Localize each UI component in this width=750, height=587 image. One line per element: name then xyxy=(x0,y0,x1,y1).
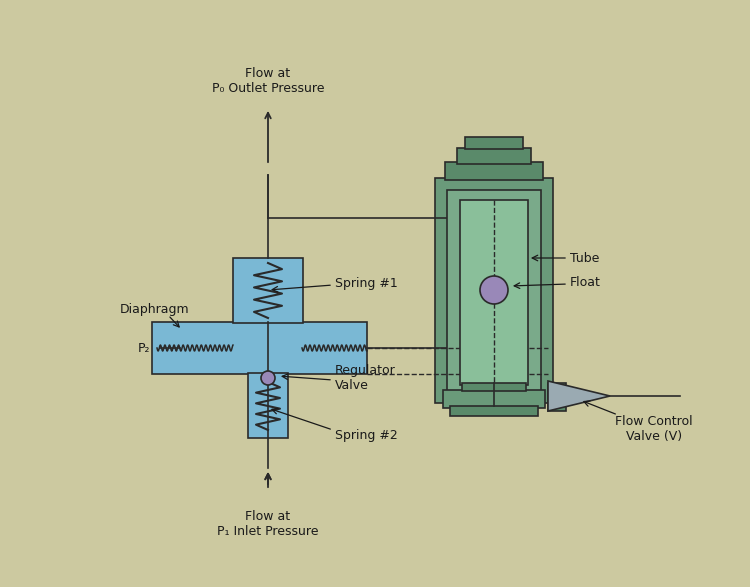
Text: P₂: P₂ xyxy=(138,342,151,355)
Bar xyxy=(462,383,526,391)
Bar xyxy=(465,137,523,149)
Bar xyxy=(443,390,545,408)
Circle shape xyxy=(480,276,508,304)
Text: Spring #2: Spring #2 xyxy=(335,429,398,441)
Bar xyxy=(248,373,288,438)
Text: Flow at
P₁ Inlet Pressure: Flow at P₁ Inlet Pressure xyxy=(217,510,319,538)
Text: Diaphragm: Diaphragm xyxy=(120,303,190,316)
Text: Flow at
P₀ Outlet Pressure: Flow at P₀ Outlet Pressure xyxy=(211,67,324,95)
Text: Float: Float xyxy=(570,275,601,288)
Text: Tube: Tube xyxy=(570,251,599,265)
Bar xyxy=(460,200,528,385)
Bar xyxy=(450,406,538,416)
Bar xyxy=(233,258,303,323)
Bar xyxy=(435,178,553,403)
Text: Flow Control
Valve (V): Flow Control Valve (V) xyxy=(615,415,693,443)
Bar xyxy=(457,148,531,164)
Bar xyxy=(548,383,566,411)
Bar xyxy=(445,162,543,180)
Text: Spring #1: Spring #1 xyxy=(335,276,398,289)
Polygon shape xyxy=(548,381,610,411)
Circle shape xyxy=(261,371,275,385)
Bar xyxy=(447,190,541,395)
Text: Regulator
Valve: Regulator Valve xyxy=(335,364,396,392)
Bar xyxy=(152,322,367,374)
